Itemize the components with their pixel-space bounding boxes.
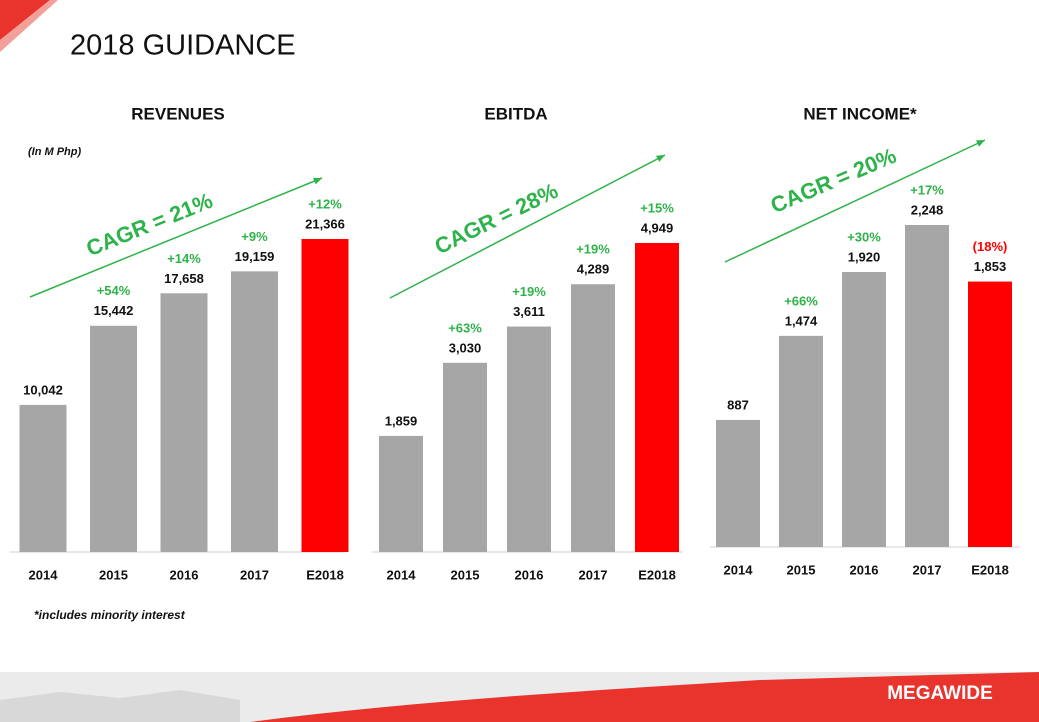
growth-label: +54%: [97, 283, 131, 298]
bar: [779, 335, 823, 547]
logo: MEGAWIDE: [887, 683, 993, 704]
growth-label: +30%: [847, 229, 881, 244]
x-tick-label: E2018: [638, 567, 676, 582]
growth-label: +17%: [910, 182, 944, 197]
cagr-arrow: [724, 139, 986, 263]
x-tick-label: 2015: [99, 567, 128, 582]
growth-label: +19%: [512, 284, 546, 299]
chart-title: EBITDA: [484, 104, 547, 123]
chart-title: NET INCOME*: [803, 104, 917, 123]
growth-label: +19%: [576, 242, 610, 257]
x-tick-label: 2017: [913, 562, 942, 577]
bar: [635, 243, 679, 552]
x-tick-label: E2018: [306, 567, 344, 582]
corner-accent-light: [0, 0, 58, 52]
bar: [160, 293, 208, 552]
x-tick-label: E2018: [971, 562, 1009, 577]
value-label: 2,248: [911, 202, 944, 217]
growth-label: +15%: [640, 200, 674, 215]
bar: [716, 419, 760, 547]
bar: [301, 239, 349, 552]
bar: [571, 284, 615, 552]
value-label: 3,611: [513, 304, 545, 319]
bar: [443, 362, 487, 552]
value-label: 21,366: [305, 216, 345, 231]
growth-label: +14%: [167, 251, 201, 266]
x-tick-label: 2017: [240, 567, 269, 582]
bar: [231, 271, 278, 552]
bar: [19, 404, 67, 552]
chart-title: REVENUES: [131, 104, 225, 123]
bar: [90, 325, 137, 552]
cagr-arrow: [29, 177, 323, 298]
value-label: 4,949: [641, 220, 674, 235]
bar: [905, 225, 949, 547]
x-tick-label: 2014: [29, 567, 59, 582]
growth-label: (18%): [973, 239, 1008, 254]
growth-label: +9%: [241, 229, 268, 244]
x-tick-label: 2015: [451, 567, 480, 582]
x-tick-label: 2014: [724, 562, 754, 577]
value-label: 19,159: [235, 249, 275, 264]
value-label: 15,442: [94, 303, 134, 318]
x-tick-label: 2016: [170, 567, 199, 582]
value-label: 3,030: [449, 340, 482, 355]
value-label: 887: [727, 397, 749, 412]
x-tick-label: 2015: [787, 562, 816, 577]
x-tick-label: 2016: [850, 562, 879, 577]
value-label: 1,920: [848, 249, 881, 264]
bar: [379, 435, 423, 552]
cagr-arrowhead: [313, 177, 322, 185]
growth-label: +66%: [784, 293, 818, 308]
cagr-label: CAGR = 20%: [767, 143, 900, 218]
footnote: *includes minority interest: [34, 608, 186, 622]
growth-label: +12%: [308, 196, 342, 211]
x-tick-label: 2016: [515, 567, 544, 582]
value-label: 1,859: [385, 413, 418, 428]
cagr-arrowhead: [656, 155, 665, 162]
x-tick-label: 2017: [579, 567, 608, 582]
slide-title: 2018 GUIDANCE: [70, 30, 296, 62]
value-label: 4,289: [577, 262, 610, 277]
footer-building: [0, 690, 240, 722]
value-label: 10,042: [23, 382, 63, 397]
bar: [507, 326, 551, 552]
footer-red: [250, 672, 1039, 722]
cagr-arrowhead: [976, 140, 985, 147]
x-tick-label: 2014: [387, 567, 417, 582]
bar: [842, 271, 886, 547]
cagr-arrow: [389, 154, 666, 299]
bar: [968, 281, 1012, 547]
growth-label: +63%: [448, 320, 482, 335]
unit-note: (In M Php): [28, 146, 81, 158]
value-label: 1,853: [974, 259, 1007, 274]
value-label: 1,474: [785, 313, 818, 328]
value-label: 17,658: [164, 271, 204, 286]
